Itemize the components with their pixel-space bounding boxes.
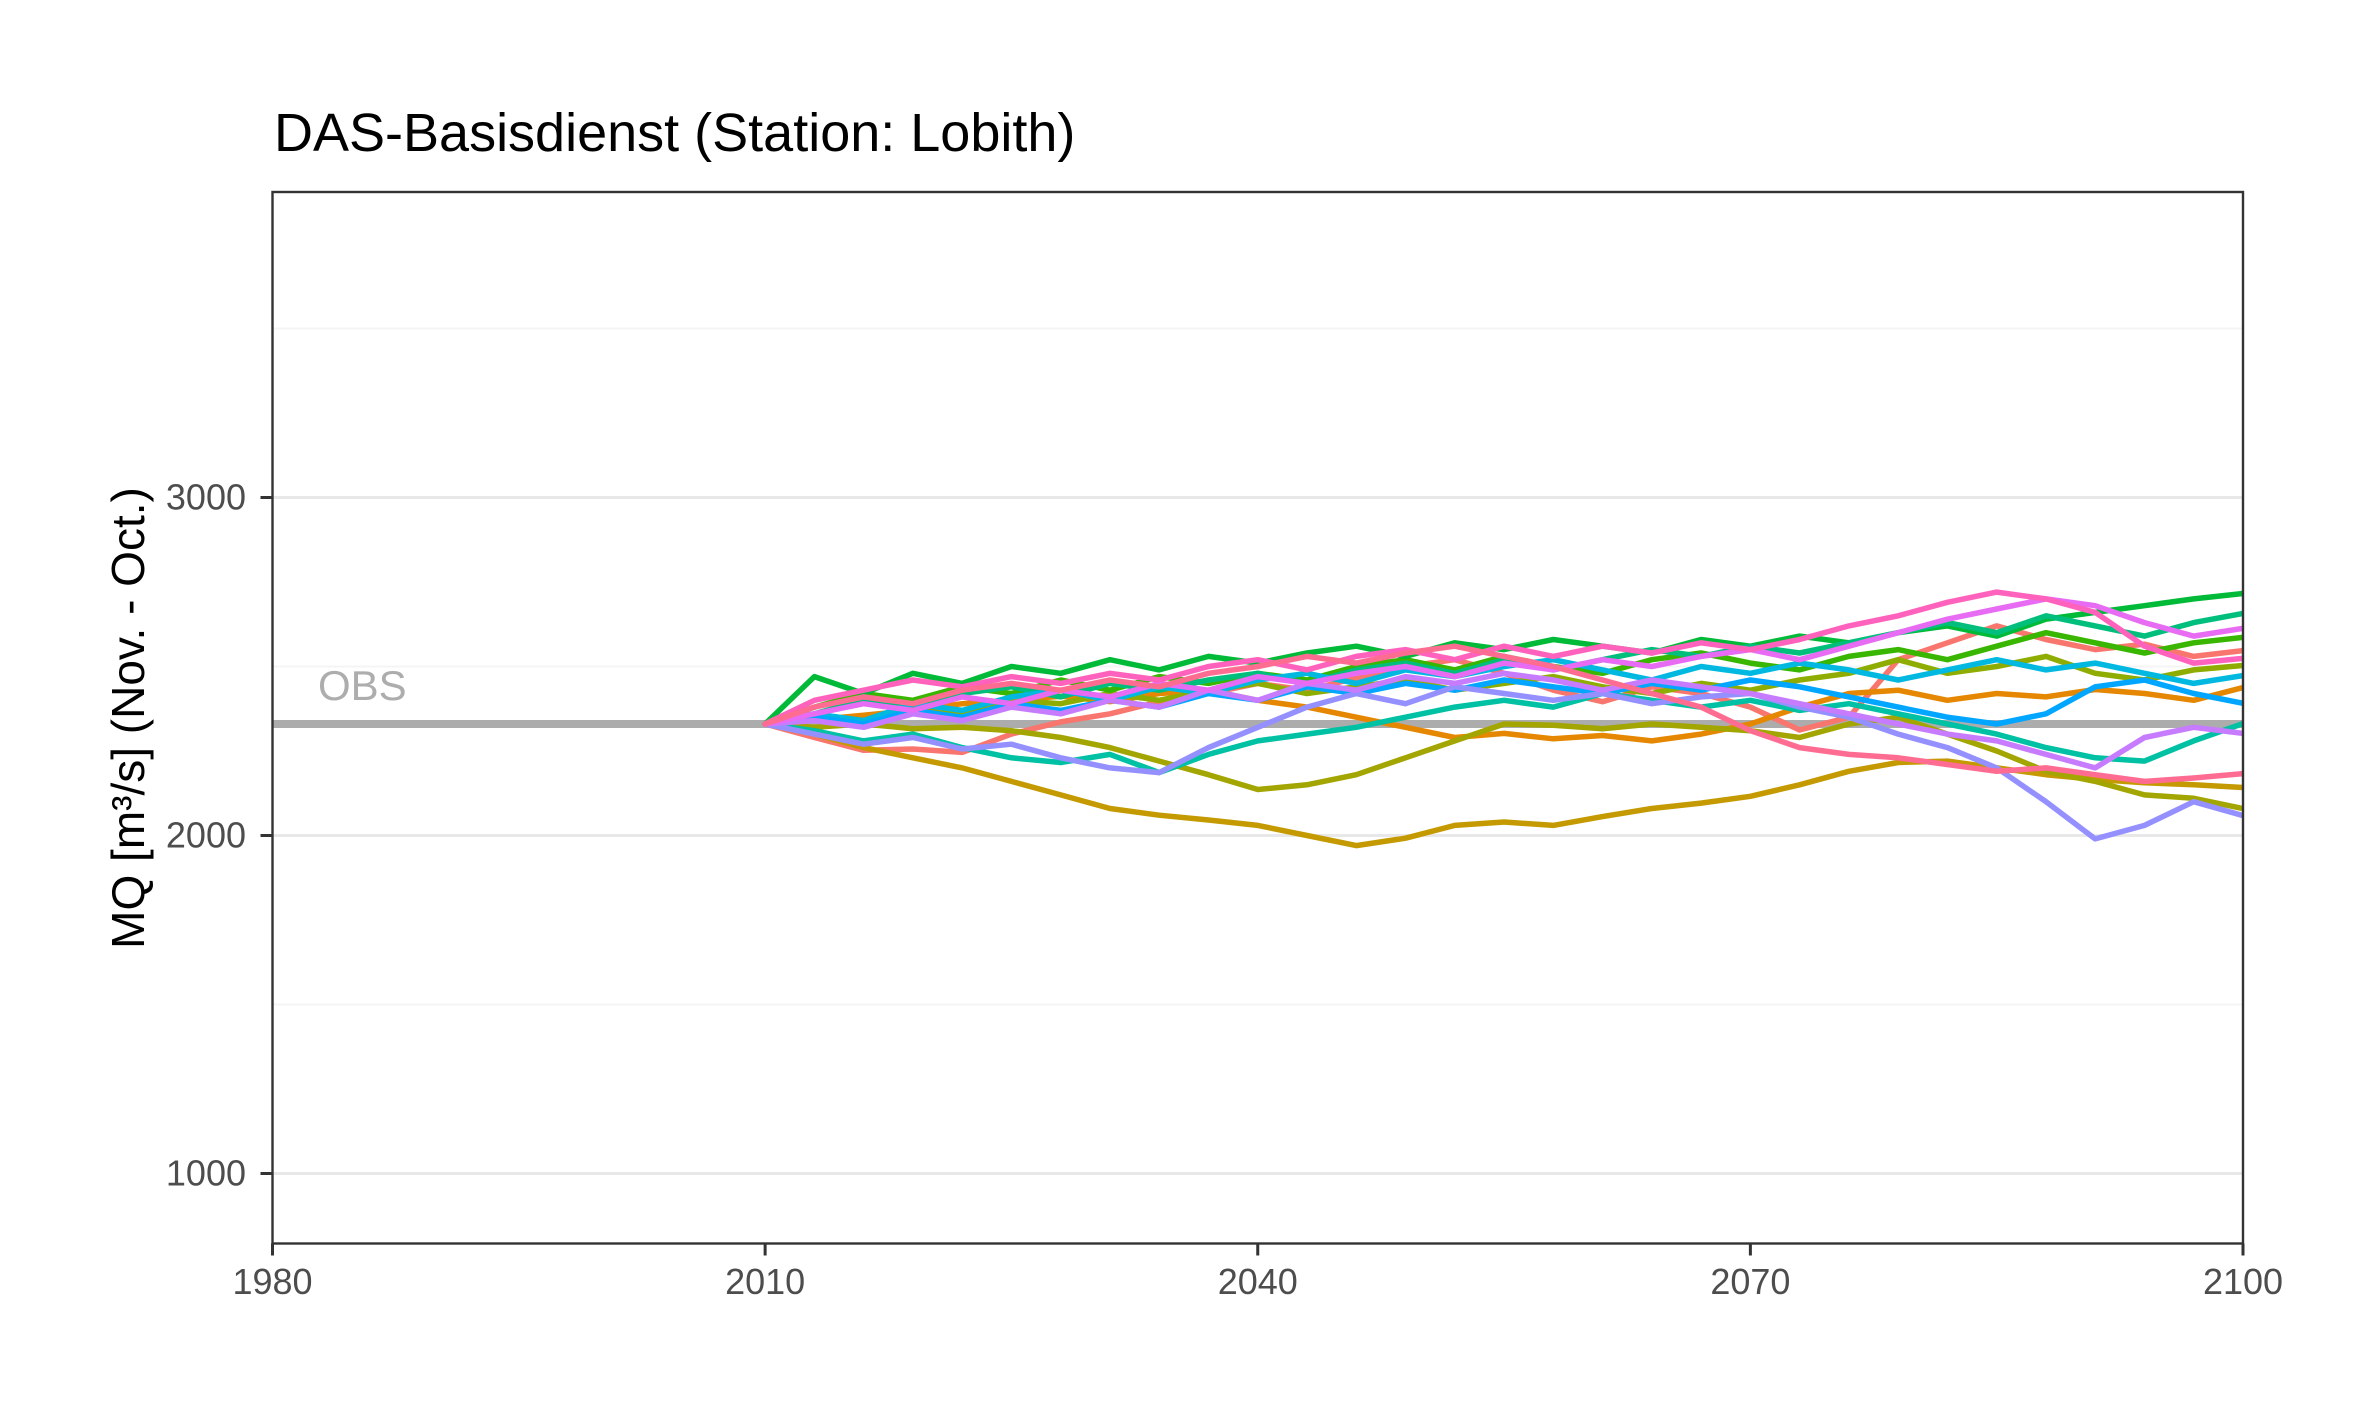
- x-tick-label: 2070: [1710, 1261, 1790, 1302]
- series-line-member-hot-pink: [762, 589, 2243, 727]
- y-tick-label: 2000: [166, 815, 246, 856]
- y-axis-title: MQ [m³/s] (Nov. - Oct.): [102, 487, 154, 949]
- series-line-member-emerald: [762, 610, 2243, 727]
- series-line-member-periwinkle: [762, 684, 2243, 842]
- series-line-member-violet: [762, 670, 2243, 771]
- series-line-member-teal: [762, 690, 2243, 776]
- x-tick-label: 2010: [725, 1261, 805, 1302]
- series-line-member-olive: [762, 714, 2243, 812]
- series-line-member-rose: [762, 643, 2243, 785]
- x-tick-label: 2100: [2203, 1261, 2283, 1302]
- series-line-member-magenta: [762, 596, 2243, 727]
- x-tick-label: 2040: [1218, 1261, 1298, 1302]
- series-line-member-yellow-green: [762, 653, 2243, 727]
- chart-title: DAS-Basisdienst (Station: Lobith): [274, 103, 1076, 163]
- series-line-member-green: [762, 590, 2243, 727]
- series-group: [762, 589, 2243, 849]
- y-tick-label: 3000: [166, 477, 246, 518]
- y-tick-label: 1000: [166, 1153, 246, 1194]
- series-line-member-cyan: [762, 656, 2243, 727]
- x-tick-label: 1980: [232, 1261, 312, 1302]
- obs-label: OBS: [318, 662, 407, 709]
